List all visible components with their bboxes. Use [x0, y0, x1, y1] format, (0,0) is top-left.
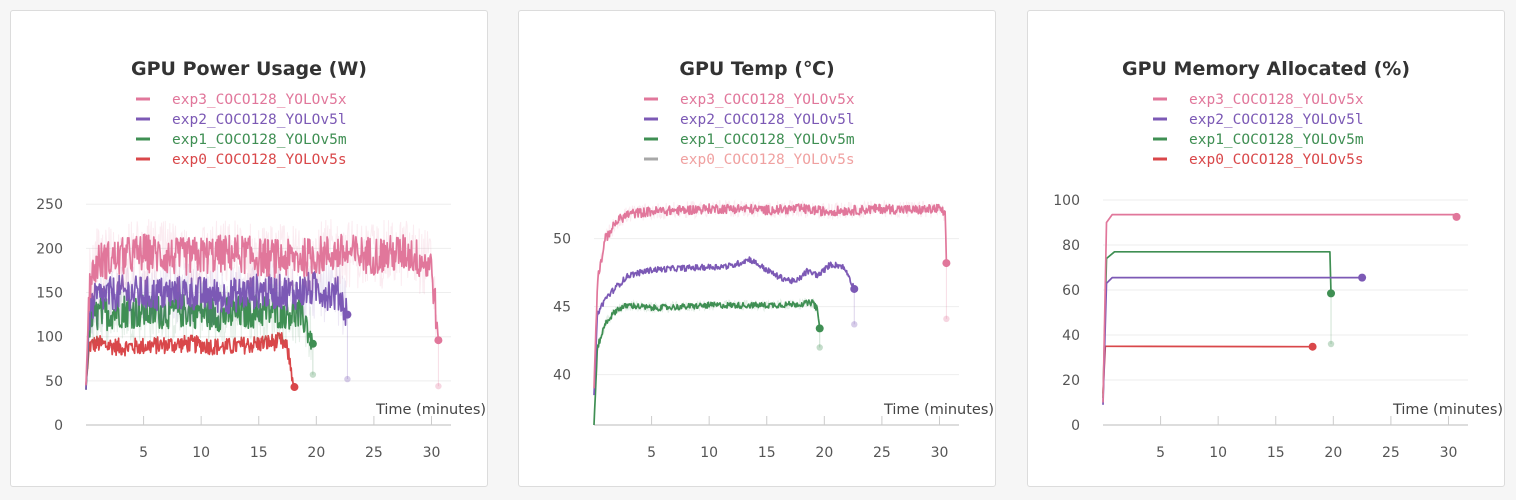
x-tick-label: 20 — [815, 445, 833, 461]
series-line-exp2-coco128-yolov5l — [593, 256, 856, 396]
endpoint-exp1-coco128-yolov5m — [815, 324, 824, 333]
series-line-exp3-coco128-yolov5x — [593, 203, 948, 389]
gpu-memory-allocated-chart: GPU Memory Allocated (%) exp3_COCO128_YOL… — [1053, 58, 1503, 461]
series-line-exp0-coco128-yolov5s — [1102, 345, 1313, 394]
x-tick-label: 5 — [647, 445, 656, 461]
endpoint-exp2-coco128-yolov5l — [343, 310, 352, 319]
gpu-temp-x-axis-label: Time (minutes) — [883, 402, 994, 418]
ghost-endpoint-exp3-coco128-yolov5x — [943, 315, 950, 323]
gpu-power-usage-w-title: GPU Power Usage (W) — [131, 58, 367, 80]
gpu-memory-allocated-title: GPU Memory Allocated (%) — [1122, 58, 1410, 80]
gpu-temp-title: GPU Temp (℃) — [679, 58, 834, 80]
y-tick-label: 0 — [54, 418, 63, 434]
legend-label-exp2-coco128-yolov5l: exp2_COCO128_YOLOv5l — [1189, 112, 1364, 128]
legend-label-exp3-coco128-yolov5x: exp3_COCO128_YOLOv5x — [1189, 92, 1364, 108]
x-tick-label: 15 — [758, 445, 776, 461]
x-tick-label: 10 — [192, 445, 210, 461]
x-tick-label: 30 — [423, 445, 441, 461]
series-line-exp2-coco128-yolov5l — [85, 270, 349, 390]
x-tick-label: 10 — [1209, 445, 1227, 461]
gpu-memory-allocated-x-axis-label: Time (minutes) — [1392, 402, 1503, 418]
ghost-endpoint-exp1-coco128-yolov5m — [1327, 340, 1335, 348]
legend-label-exp0-coco128-yolov5s: exp0_COCO128_YOLOv5s — [172, 152, 347, 168]
y-tick-label: 100 — [36, 330, 63, 346]
endpoint-exp3-coco128-yolov5x — [1452, 212, 1461, 221]
series-line-exp1-coco128-yolov5m — [85, 292, 314, 390]
series-line-exp2-coco128-yolov5l — [1102, 276, 1363, 405]
y-tick-label: 80 — [1062, 238, 1080, 254]
x-tick-label: 25 — [1382, 445, 1400, 461]
x-tick-label: 20 — [307, 445, 325, 461]
endpoint-exp2-coco128-yolov5l — [850, 284, 859, 293]
legend-label-exp1-coco128-yolov5m: exp1_COCO128_YOLOv5m — [172, 132, 347, 148]
gpu-memory-allocated-panel: GPU Memory Allocated (%) exp3_COCO128_YOL… — [1027, 10, 1505, 487]
endpoint-exp3-coco128-yolov5x — [434, 336, 443, 345]
y-tick-label: 100 — [1053, 193, 1080, 209]
series-line-exp3-coco128-yolov5x — [1102, 213, 1458, 403]
series-line-exp0-coco128-yolov5s — [85, 332, 296, 388]
legend-label-exp0-coco128-yolov5s: exp0_COCO128_YOLOv5s — [680, 152, 855, 168]
y-tick-label: 60 — [1062, 283, 1080, 299]
y-tick-label: 250 — [36, 197, 63, 213]
y-tick-label: 20 — [1062, 373, 1080, 389]
ghost-endpoint-exp2-coco128-yolov5l — [344, 375, 351, 383]
raw-trace-exp3-coco128-yolov5x — [593, 199, 947, 389]
x-tick-label: 20 — [1324, 445, 1342, 461]
legend-label-exp1-coco128-yolov5m: exp1_COCO128_YOLOv5m — [680, 132, 855, 148]
ghost-endpoint-exp1-coco128-yolov5m — [309, 371, 317, 378]
legend-label-exp2-coco128-yolov5l: exp2_COCO128_YOLOv5l — [680, 112, 855, 128]
endpoint-exp3-coco128-yolov5x — [942, 259, 951, 268]
series-line-exp1-coco128-yolov5m — [593, 299, 821, 426]
legend-label-exp0-coco128-yolov5s: exp0_COCO128_YOLOv5s — [1189, 152, 1364, 168]
gpu-power-usage-chart: GPU Power Usage (W) exp3_COCO128_YOLOv5xe… — [36, 58, 486, 461]
y-tick-label: 40 — [1062, 328, 1080, 344]
endpoint-exp1-coco128-yolov5m — [1327, 289, 1336, 298]
ghost-endpoint-exp3-coco128-yolov5x — [435, 382, 442, 390]
legend-label-exp1-coco128-yolov5m: exp1_COCO128_YOLOv5m — [1189, 132, 1364, 148]
x-tick-label: 30 — [1440, 445, 1458, 461]
ghost-endpoint-exp1-coco128-yolov5m — [816, 344, 823, 351]
x-tick-label: 5 — [1156, 445, 1165, 461]
endpoint-exp0-coco128-yolov5s — [1308, 342, 1317, 351]
x-tick-label: 5 — [139, 445, 148, 461]
x-tick-label: 25 — [365, 445, 383, 461]
y-tick-label: 200 — [36, 241, 63, 257]
endpoint-exp1-coco128-yolov5m — [308, 339, 317, 348]
y-tick-label: 50 — [553, 232, 571, 248]
y-tick-label: 150 — [36, 286, 63, 302]
x-tick-label: 15 — [1267, 445, 1285, 461]
y-tick-label: 45 — [553, 300, 571, 316]
x-tick-label: 10 — [700, 445, 718, 461]
legend-label-exp2-coco128-yolov5l: exp2_COCO128_YOLOv5l — [172, 112, 347, 128]
raw-trace-exp1-coco128-yolov5m — [593, 298, 821, 426]
legend-label-exp3-coco128-yolov5x: exp3_COCO128_YOLOv5x — [172, 92, 347, 108]
y-tick-label: 50 — [45, 374, 63, 390]
endpoint-exp0-coco128-yolov5s — [290, 383, 299, 392]
endpoint-exp2-coco128-yolov5l — [1358, 273, 1367, 282]
ghost-endpoint-exp2-coco128-yolov5l — [851, 321, 858, 328]
y-tick-label: 0 — [1071, 418, 1080, 434]
x-tick-label: 30 — [931, 445, 949, 461]
gpu-temp-chart: GPU Temp (℃) exp3_COCO128_YOLOv5x exp2_COC… — [553, 58, 994, 461]
x-tick-label: 15 — [250, 445, 268, 461]
x-tick-label: 25 — [873, 445, 891, 461]
series-line-exp1-coco128-yolov5m — [1102, 250, 1332, 399]
gpu-power-usage-w-x-axis-label: Time (minutes) — [375, 402, 486, 418]
series-line-exp3-coco128-yolov5x — [85, 233, 440, 386]
y-tick-label: 40 — [553, 368, 571, 384]
legend-label-exp3-coco128-yolov5x: exp3_COCO128_YOLOv5x — [680, 92, 855, 108]
gpu-temp-panel: GPU Temp (℃) exp3_COCO128_YOLOv5x exp2_COC… — [518, 10, 996, 487]
